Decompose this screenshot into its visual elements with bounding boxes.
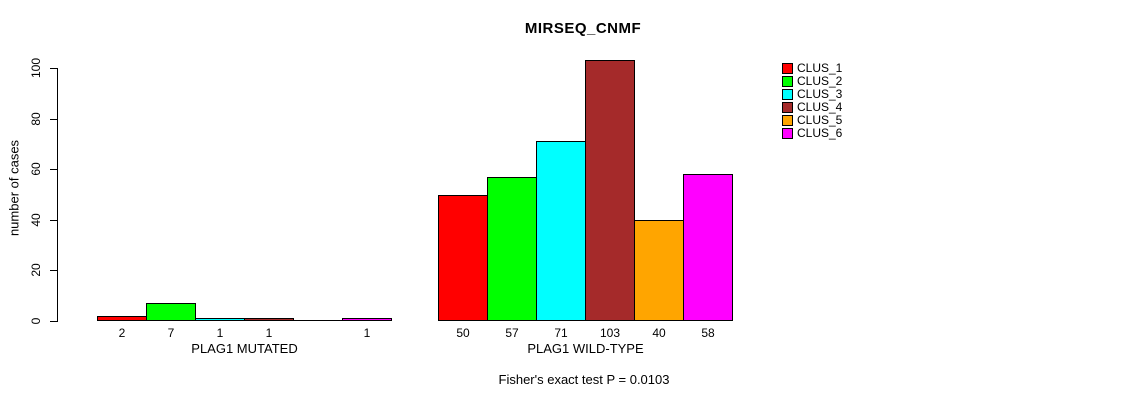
y-tick-label: 20: [29, 263, 43, 277]
bar-value-label: 40: [652, 326, 666, 340]
legend-swatch-clus_1: [782, 63, 793, 74]
y-tick-label: 0: [29, 317, 43, 325]
bar-value-label: 58: [701, 326, 715, 340]
legend-item: CLUS_6: [782, 127, 842, 140]
y-tick-mark: [50, 169, 57, 170]
bar-clus_4: [244, 318, 294, 321]
legend-label: CLUS_4: [797, 100, 843, 114]
bar-clus_4: [585, 60, 635, 321]
bar-clus_6: [683, 174, 733, 321]
legend-label: CLUS_5: [797, 113, 843, 127]
bar-clus_5: [634, 220, 684, 321]
bar-clus_1: [97, 316, 147, 321]
legend-label: CLUS_1: [797, 61, 843, 75]
y-tick-mark: [50, 270, 57, 271]
bar-value-label: 1: [216, 326, 224, 340]
bar-clus_3: [195, 318, 245, 321]
bar-value-label: 103: [599, 326, 621, 340]
legend-label: CLUS_6: [797, 126, 843, 140]
y-tick-mark: [50, 68, 57, 69]
bar-value-label: 7: [167, 326, 175, 340]
footer-stat: Fisher's exact test P = 0.0103: [498, 372, 670, 387]
y-tick-mark: [50, 119, 57, 120]
y-tick-mark: [50, 321, 57, 322]
bar-value-label: 1: [363, 326, 371, 340]
legend-label: CLUS_3: [797, 87, 843, 101]
legend-item: CLUS_1: [782, 62, 842, 75]
bar-value-label: 57: [505, 326, 519, 340]
bar-clus_5-zero: [293, 320, 343, 321]
legend-swatch-clus_2: [782, 76, 793, 87]
y-tick-label: 80: [29, 112, 43, 126]
bar-value-label: 2: [118, 326, 126, 340]
y-tick-label: 60: [29, 162, 43, 176]
bar-value-label: 50: [456, 326, 470, 340]
bar-value-label: 71: [554, 326, 568, 340]
legend-item: CLUS_3: [782, 88, 842, 101]
legend-item: CLUS_5: [782, 114, 842, 127]
bar-clus_1: [438, 195, 488, 321]
y-tick-mark: [50, 220, 57, 221]
bar-clus_3: [536, 141, 586, 321]
bar-clus_2: [146, 303, 196, 321]
legend-item: CLUS_4: [782, 101, 842, 114]
legend-swatch-clus_6: [782, 128, 793, 139]
legend: CLUS_1 CLUS_2 CLUS_3 CLUS_4 CLUS_5 CLUS_6: [782, 62, 842, 140]
legend-item: CLUS_2: [782, 75, 842, 88]
legend-label: CLUS_2: [797, 74, 843, 88]
y-axis-line: [57, 68, 58, 322]
y-tick-label: 100: [29, 57, 43, 79]
chart-title: MIRSEQ_CNMF: [524, 20, 642, 37]
bar-clus_2: [487, 177, 537, 321]
y-tick-label: 40: [29, 213, 43, 227]
group-label: PLAG1 WILD-TYPE: [527, 341, 644, 356]
legend-swatch-clus_3: [782, 89, 793, 100]
y-axis-label: number of cases: [6, 139, 22, 237]
bar-clus_6: [342, 318, 392, 321]
group-label: PLAG1 MUTATED: [191, 341, 298, 356]
legend-swatch-clus_5: [782, 115, 793, 126]
bar-value-label: 1: [265, 326, 273, 340]
legend-swatch-clus_4: [782, 102, 793, 113]
